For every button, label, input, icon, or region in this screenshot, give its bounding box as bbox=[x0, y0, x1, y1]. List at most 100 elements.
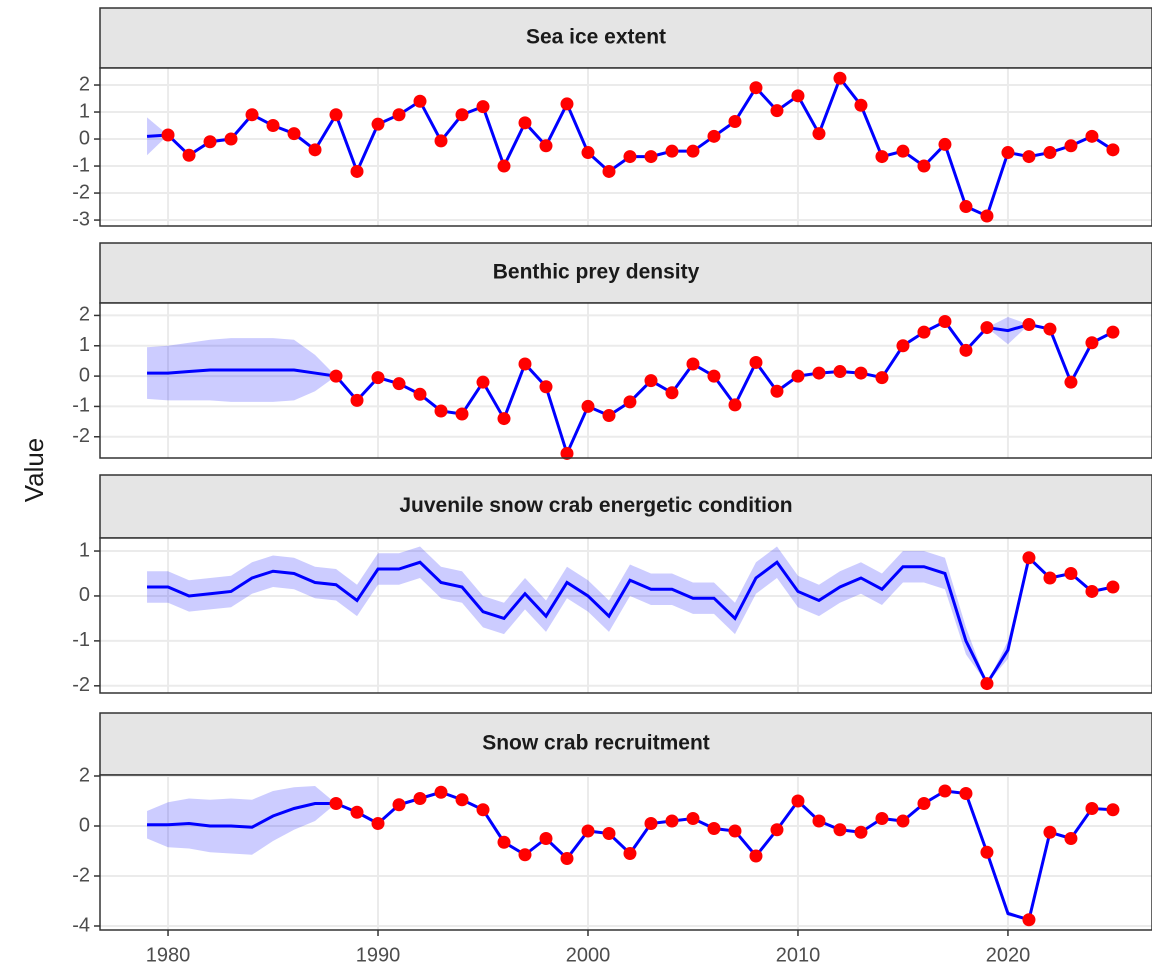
observed-point bbox=[455, 407, 469, 421]
observed-point bbox=[896, 144, 910, 158]
y-tick-label: -3 bbox=[72, 208, 90, 230]
observed-point bbox=[476, 375, 490, 389]
observed-point bbox=[371, 117, 385, 131]
observed-point bbox=[1106, 325, 1120, 339]
observed-point bbox=[266, 119, 280, 133]
observed-point bbox=[434, 785, 448, 799]
observed-point bbox=[602, 164, 616, 178]
facet-strip bbox=[99, 474, 1152, 539]
observed-point bbox=[1064, 566, 1078, 580]
observed-point bbox=[854, 98, 868, 112]
observed-point bbox=[728, 398, 742, 412]
observed-point bbox=[665, 144, 679, 158]
observed-point bbox=[644, 150, 658, 164]
observed-point bbox=[959, 343, 973, 357]
y-tick-label: 1 bbox=[79, 100, 90, 122]
x-tick-label: 2020 bbox=[986, 944, 1031, 966]
observed-point bbox=[539, 832, 553, 845]
observed-point bbox=[476, 803, 490, 817]
observed-point bbox=[1043, 322, 1057, 336]
facet-strip bbox=[99, 242, 1152, 304]
observed-point bbox=[812, 366, 826, 380]
observed-point bbox=[833, 365, 847, 379]
x-tick-label: 2000 bbox=[566, 944, 611, 966]
y-tick-label: 0 bbox=[79, 584, 90, 606]
observed-point bbox=[560, 446, 574, 460]
observed-point bbox=[686, 812, 700, 825]
y-tick-label: -2 bbox=[72, 674, 90, 696]
y-tick-label: 0 bbox=[79, 814, 90, 836]
observed-point bbox=[749, 81, 763, 95]
observed-point bbox=[287, 127, 301, 141]
observed-point bbox=[1085, 129, 1099, 143]
observed-point bbox=[602, 827, 616, 840]
observed-point bbox=[581, 146, 595, 160]
observed-point bbox=[665, 386, 679, 400]
panel-border bbox=[99, 537, 1152, 694]
observed-point bbox=[455, 793, 469, 807]
facet-strip bbox=[99, 712, 1152, 776]
observed-point bbox=[350, 164, 364, 178]
observed-point bbox=[1106, 803, 1120, 817]
observed-point bbox=[350, 805, 364, 819]
observed-point bbox=[749, 849, 763, 863]
observed-point bbox=[560, 97, 574, 111]
panel-background bbox=[100, 303, 1152, 458]
observed-point bbox=[329, 797, 343, 810]
observed-point bbox=[854, 366, 868, 380]
observed-point bbox=[182, 148, 196, 162]
observed-point bbox=[917, 797, 931, 810]
observed-point bbox=[413, 94, 427, 108]
observed-point bbox=[203, 135, 217, 149]
observed-point bbox=[1022, 318, 1036, 332]
x-tick-label: 1990 bbox=[356, 944, 401, 966]
observed-point bbox=[917, 159, 931, 173]
observed-point bbox=[623, 395, 637, 409]
observed-point bbox=[770, 384, 784, 398]
observed-point bbox=[728, 114, 742, 128]
x-tick-label: 2010 bbox=[776, 944, 821, 966]
facet-strip bbox=[99, 7, 1152, 69]
observed-point bbox=[1064, 139, 1078, 153]
observed-point bbox=[896, 339, 910, 353]
observed-point bbox=[938, 784, 952, 798]
observed-point bbox=[392, 108, 406, 122]
observed-point bbox=[329, 369, 343, 383]
y-tick-label: -2 bbox=[72, 181, 90, 203]
facet-title: Snow crab recruitment bbox=[482, 732, 710, 755]
observed-point bbox=[770, 823, 784, 837]
observed-point bbox=[308, 143, 322, 157]
observed-point bbox=[245, 108, 259, 122]
facet-title: Sea ice extent bbox=[526, 26, 666, 49]
y-tick-label: 2 bbox=[79, 73, 90, 95]
panel-border bbox=[99, 67, 1152, 227]
observed-point bbox=[581, 399, 595, 413]
confidence-ribbon bbox=[147, 316, 1113, 454]
observed-point bbox=[161, 128, 175, 142]
confidence-ribbon bbox=[147, 786, 1113, 920]
observed-point bbox=[938, 315, 952, 329]
observed-point bbox=[770, 104, 784, 118]
estimate-line bbox=[147, 554, 1114, 687]
observed-point bbox=[581, 824, 595, 838]
observed-point bbox=[791, 89, 805, 103]
observed-point bbox=[1085, 802, 1099, 815]
observed-point bbox=[1043, 825, 1057, 839]
y-tick-label: -2 bbox=[72, 425, 90, 447]
observed-point bbox=[749, 355, 763, 369]
observed-point bbox=[476, 100, 490, 114]
y-tick-label: 2 bbox=[79, 764, 90, 786]
observed-point bbox=[518, 357, 532, 371]
observed-point bbox=[371, 817, 385, 830]
observed-point bbox=[980, 209, 994, 223]
observed-point bbox=[980, 321, 994, 335]
observed-point bbox=[602, 409, 616, 423]
observed-point bbox=[1106, 143, 1120, 157]
observed-point bbox=[875, 371, 889, 385]
observed-point bbox=[1001, 146, 1015, 160]
facet-title: Benthic prey density bbox=[493, 261, 700, 284]
observed-point bbox=[518, 116, 532, 130]
observed-point bbox=[224, 132, 238, 146]
observed-point bbox=[497, 159, 511, 173]
